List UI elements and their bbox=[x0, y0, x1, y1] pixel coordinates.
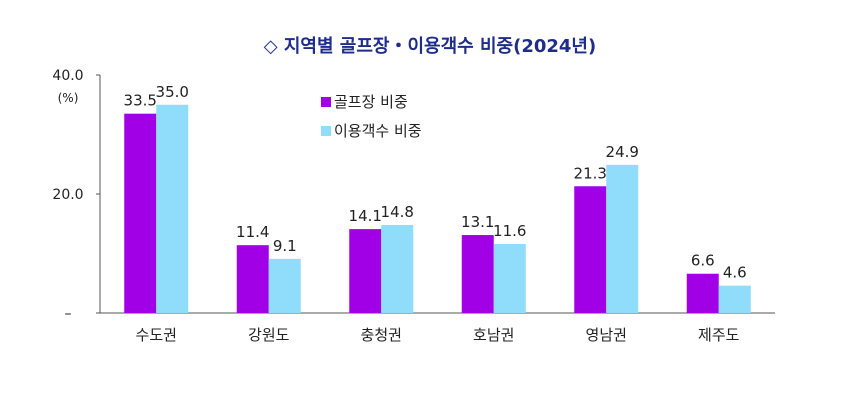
data-label: 21.3 bbox=[574, 164, 607, 182]
bar-golf-course-2 bbox=[349, 229, 382, 313]
bar-golf-course-1 bbox=[236, 245, 269, 313]
data-label: 33.5 bbox=[124, 92, 157, 110]
bar-visitor-0 bbox=[156, 104, 189, 313]
bar-visitor-3 bbox=[493, 243, 526, 313]
bar-visitor-1 bbox=[268, 258, 301, 313]
data-label: 13.1 bbox=[461, 213, 494, 231]
legend-label: 골프장 비중 bbox=[334, 93, 408, 111]
data-label: 4.6 bbox=[723, 264, 747, 282]
x-tick-label: 제주도 bbox=[698, 326, 740, 344]
x-tick-label: 호남권 bbox=[473, 326, 514, 344]
bar-golf-course-3 bbox=[461, 235, 494, 313]
y-axis-unit: (%) bbox=[58, 91, 79, 105]
bar-golf-course-0 bbox=[124, 113, 157, 313]
y-tick-label: – bbox=[65, 306, 72, 322]
bar-visitor-4 bbox=[606, 164, 639, 313]
legend-swatch bbox=[321, 126, 331, 136]
data-label: 35.0 bbox=[156, 83, 189, 101]
legend-label: 이용객수 비중 bbox=[334, 122, 422, 140]
data-label: 11.6 bbox=[493, 222, 526, 240]
x-tick-label: 강원도 bbox=[248, 326, 290, 344]
data-label: 14.1 bbox=[349, 207, 382, 225]
y-axis: (%) 40.0 20.0 – bbox=[52, 68, 101, 322]
bar-golf-course-4 bbox=[574, 186, 607, 313]
data-label: 24.9 bbox=[606, 143, 639, 161]
bar-golf-course-5 bbox=[686, 273, 719, 313]
y-tick-label: 40.0 bbox=[52, 68, 83, 84]
chart-title: ◇ 지역별 골프장・이용객수 비중(2024년) bbox=[264, 36, 596, 57]
x-tick-label: 영남권 bbox=[586, 326, 627, 344]
bar-visitor-2 bbox=[381, 224, 414, 313]
data-label: 9.1 bbox=[273, 237, 297, 255]
data-label: 11.4 bbox=[236, 223, 269, 241]
y-tick-label: 20.0 bbox=[52, 187, 83, 203]
x-tick-label: 충청권 bbox=[361, 326, 402, 344]
bar-visitor-5 bbox=[718, 285, 751, 313]
legend-swatch bbox=[321, 97, 331, 107]
data-label: 6.6 bbox=[691, 252, 715, 270]
x-tick-label: 수도권 bbox=[136, 326, 177, 344]
data-label: 14.8 bbox=[381, 203, 414, 221]
